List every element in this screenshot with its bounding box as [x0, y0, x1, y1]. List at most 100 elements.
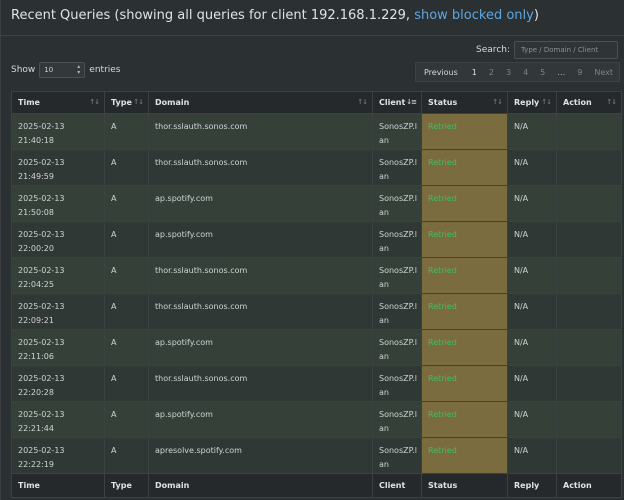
page-button-2[interactable]: 2: [488, 67, 494, 77]
footer-domain: Domain: [148, 473, 373, 498]
cell-type: A: [104, 401, 149, 438]
select-arrows-icon: ▴ ▾: [77, 63, 81, 76]
show-label: Show: [11, 65, 36, 75]
cell-domain: ap.spotify.com: [148, 401, 373, 438]
cell-type: A: [104, 365, 149, 402]
client-name-line2: an: [379, 352, 389, 361]
cell-type: A: [104, 257, 149, 294]
pagination: Previous 1 2 3 4 5 … 9 Next: [414, 62, 620, 82]
cell-reply: N/A: [507, 293, 557, 330]
next-button[interactable]: Next: [594, 67, 613, 77]
cell-action[interactable]: [556, 365, 622, 402]
cell-time: 2025-02-13 22:11:06: [11, 329, 105, 366]
client-name-line1: SonosZP.l: [379, 122, 417, 131]
cell-time: 2025-02-13 21:40:18: [11, 113, 105, 150]
cell-type: A: [104, 113, 149, 150]
cell-type: A: [104, 221, 149, 258]
page-button-5[interactable]: 5: [540, 67, 546, 77]
sort-icon: ↑↓: [357, 98, 368, 106]
client-name-line1: SonosZP.l: [379, 230, 417, 239]
cell-time: 2025-02-13 21:49:59: [11, 149, 105, 186]
cell-domain: thor.sslauth.sonos.com: [148, 113, 373, 150]
show-blocked-link[interactable]: show blocked only: [414, 8, 534, 23]
header-title: Recent Queries (showing all queries for …: [11, 8, 415, 23]
client-name-line1: SonosZP.l: [379, 158, 417, 167]
cell-action[interactable]: [556, 185, 622, 222]
cell-status: Retried: [421, 113, 508, 150]
page-button-4[interactable]: 4: [523, 67, 529, 77]
footer-status: Status: [421, 473, 508, 498]
cell-domain: ap.spotify.com: [148, 185, 373, 222]
client-name-line1: SonosZP.l: [379, 410, 417, 419]
entries-label: entries: [89, 65, 121, 75]
sort-icon: ↑↓: [492, 98, 503, 106]
previous-button[interactable]: Previous: [423, 67, 458, 77]
client-name-line2: an: [379, 424, 389, 433]
client-name-line1: SonosZP.l: [379, 374, 417, 383]
client-name-line1: SonosZP.l: [379, 194, 417, 203]
cell-domain: ap.spotify.com: [148, 221, 373, 258]
cell-status: Retried: [421, 257, 508, 294]
cell-client: SonosZP.l an: [372, 149, 422, 186]
cell-action[interactable]: [556, 257, 622, 294]
cell-status: Retried: [421, 185, 508, 222]
column-header-action[interactable]: Action ↑↓: [556, 91, 622, 114]
cell-reply: N/A: [507, 401, 557, 438]
cell-client: SonosZP.l an: [372, 293, 422, 330]
cell-client: SonosZP.l an: [372, 221, 422, 258]
cell-action[interactable]: [556, 401, 622, 438]
page-button-1[interactable]: 1: [471, 67, 477, 77]
header-title-suffix: ): [533, 8, 539, 23]
client-name-line2: an: [379, 136, 389, 145]
search-input[interactable]: [514, 41, 618, 59]
cell-action[interactable]: [556, 221, 622, 258]
column-header-reply[interactable]: Reply ↑↓: [507, 91, 557, 114]
client-name-line1: SonosZP.l: [379, 446, 417, 455]
cell-time: 2025-02-13 22:20:28: [11, 365, 105, 402]
entries-select[interactable]: 10 ▴ ▾: [39, 62, 86, 78]
cell-client: SonosZP.l an: [372, 437, 422, 474]
cell-status: Retried: [421, 149, 508, 186]
cell-type: A: [104, 437, 149, 474]
page-button-9[interactable]: 9: [577, 67, 583, 77]
client-name-line2: an: [379, 244, 389, 253]
cell-client: SonosZP.l an: [372, 401, 422, 438]
table-footer-row: Time Type Domain Client Status Reply Act…: [11, 473, 622, 498]
client-name-line1: SonosZP.l: [379, 338, 417, 347]
cell-status: Retried: [421, 401, 508, 438]
cell-action[interactable]: [556, 437, 622, 474]
cell-type: A: [104, 329, 149, 366]
cell-status: Retried: [421, 329, 508, 366]
column-header-type[interactable]: Type ↑↓: [104, 91, 149, 114]
panel-header: Recent Queries (showing all queries for …: [1, 0, 624, 36]
cell-action[interactable]: [556, 293, 622, 330]
sort-icon: ↑↓: [541, 98, 552, 106]
cell-action[interactable]: [556, 113, 622, 150]
footer-action: Action: [556, 473, 622, 498]
cell-client: SonosZP.l an: [372, 365, 422, 402]
queries-table: Time ↑↓ Type ↑↓ Domain ↑↓ Client ↓≡ Status ↑↓…: [11, 91, 622, 498]
cell-domain: apresolve.spotify.com: [148, 437, 373, 474]
search-area: Search:: [476, 40, 618, 60]
cell-action[interactable]: [556, 329, 622, 366]
client-name-line2: an: [379, 172, 389, 181]
sort-icon: ↑↓: [606, 98, 617, 106]
client-name-line1: SonosZP.l: [379, 302, 417, 311]
length-control: Show 10 ▴ ▾ entries: [11, 62, 121, 78]
cell-client: SonosZP.l an: [372, 113, 422, 150]
column-header-client[interactable]: Client ↓≡: [372, 91, 422, 114]
column-header-status[interactable]: Status ↑↓: [421, 91, 508, 114]
cell-time: 2025-02-13 22:09:21: [11, 293, 105, 330]
cell-time: 2025-02-13 21:50:08: [11, 185, 105, 222]
column-header-domain[interactable]: Domain ↑↓: [148, 91, 373, 114]
column-header-time[interactable]: Time ↑↓: [11, 91, 105, 114]
cell-action[interactable]: [556, 149, 622, 186]
page-button-3[interactable]: 3: [505, 67, 512, 77]
